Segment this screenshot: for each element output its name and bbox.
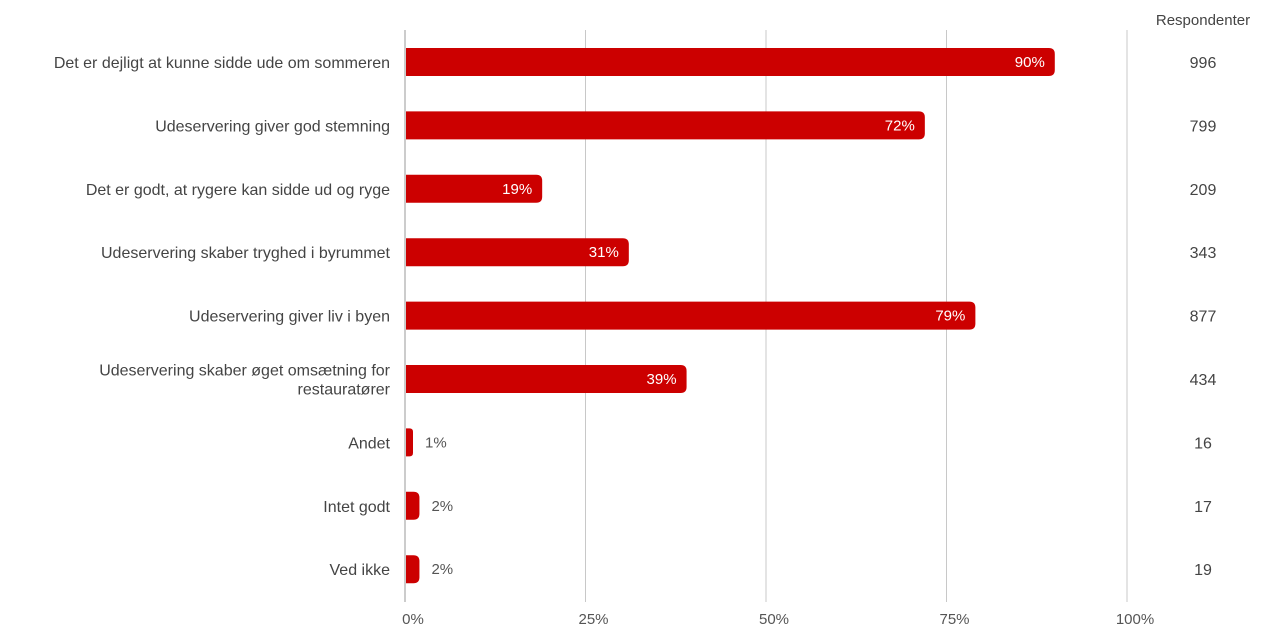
value-label: 39% — [647, 371, 677, 388]
value-label: 79% — [935, 308, 965, 325]
respondent-count: 343 — [1190, 245, 1217, 262]
x-axis-ticks: 0% 25% 50% 75% 100% — [402, 611, 1154, 628]
category-label: Det er godt, at rygere kan sidde ud og r… — [86, 182, 390, 199]
value-label: 1% — [425, 434, 447, 451]
bar — [406, 301, 976, 330]
category-label: Udeservering giver liv i byen — [189, 309, 390, 326]
category-label: Udeservering giver god stemning — [155, 118, 390, 135]
respondents-column: Respondenter 996 799 209 343 877 434 16 17 19 — [1156, 12, 1250, 579]
x-tick-label: 100% — [1116, 611, 1154, 628]
category-label: Det er dejligt at kunne sidde ude om som… — [54, 55, 390, 72]
bar — [406, 555, 420, 584]
value-label: 90% — [1015, 54, 1045, 71]
respondent-count: 799 — [1190, 118, 1217, 135]
respondent-count: 877 — [1190, 309, 1217, 326]
category-label: Udeservering skaber tryghed i byrummet — [101, 245, 391, 262]
category-labels: Det er dejligt at kunne sidde ude om som… — [54, 55, 391, 579]
respondent-count: 19 — [1194, 562, 1212, 579]
value-label: 2% — [431, 498, 453, 515]
value-labels: 90% 72% 19% 31% 79% 39% 1% 2% 2% — [425, 54, 1045, 578]
x-tick-label: 0% — [402, 611, 424, 628]
bar — [406, 428, 413, 457]
x-tick-label: 75% — [939, 611, 969, 628]
respondent-count: 209 — [1190, 182, 1217, 199]
value-label: 19% — [502, 181, 532, 198]
bar — [406, 238, 629, 267]
x-tick-label: 25% — [578, 611, 608, 628]
respondent-count: 434 — [1190, 372, 1217, 389]
bar — [406, 174, 543, 203]
respondent-count: 17 — [1194, 499, 1212, 516]
bar — [406, 48, 1055, 76]
respondent-count: 996 — [1190, 55, 1217, 72]
category-label: Ved ikke — [330, 562, 391, 579]
value-label: 72% — [885, 117, 915, 134]
x-tick-label: 50% — [759, 611, 789, 628]
category-label: Intet godt — [323, 499, 390, 516]
value-label: 2% — [431, 561, 453, 578]
value-label: 31% — [589, 244, 619, 261]
respondent-count: 16 — [1194, 435, 1212, 452]
bar — [406, 111, 925, 140]
bar — [406, 491, 420, 520]
bars — [406, 48, 1055, 584]
respondents-header: Respondenter — [1156, 12, 1250, 29]
bar — [406, 365, 687, 393]
category-label: Udeservering skaber øget omsætning for re… — [99, 363, 390, 399]
category-label: Andet — [348, 435, 390, 452]
